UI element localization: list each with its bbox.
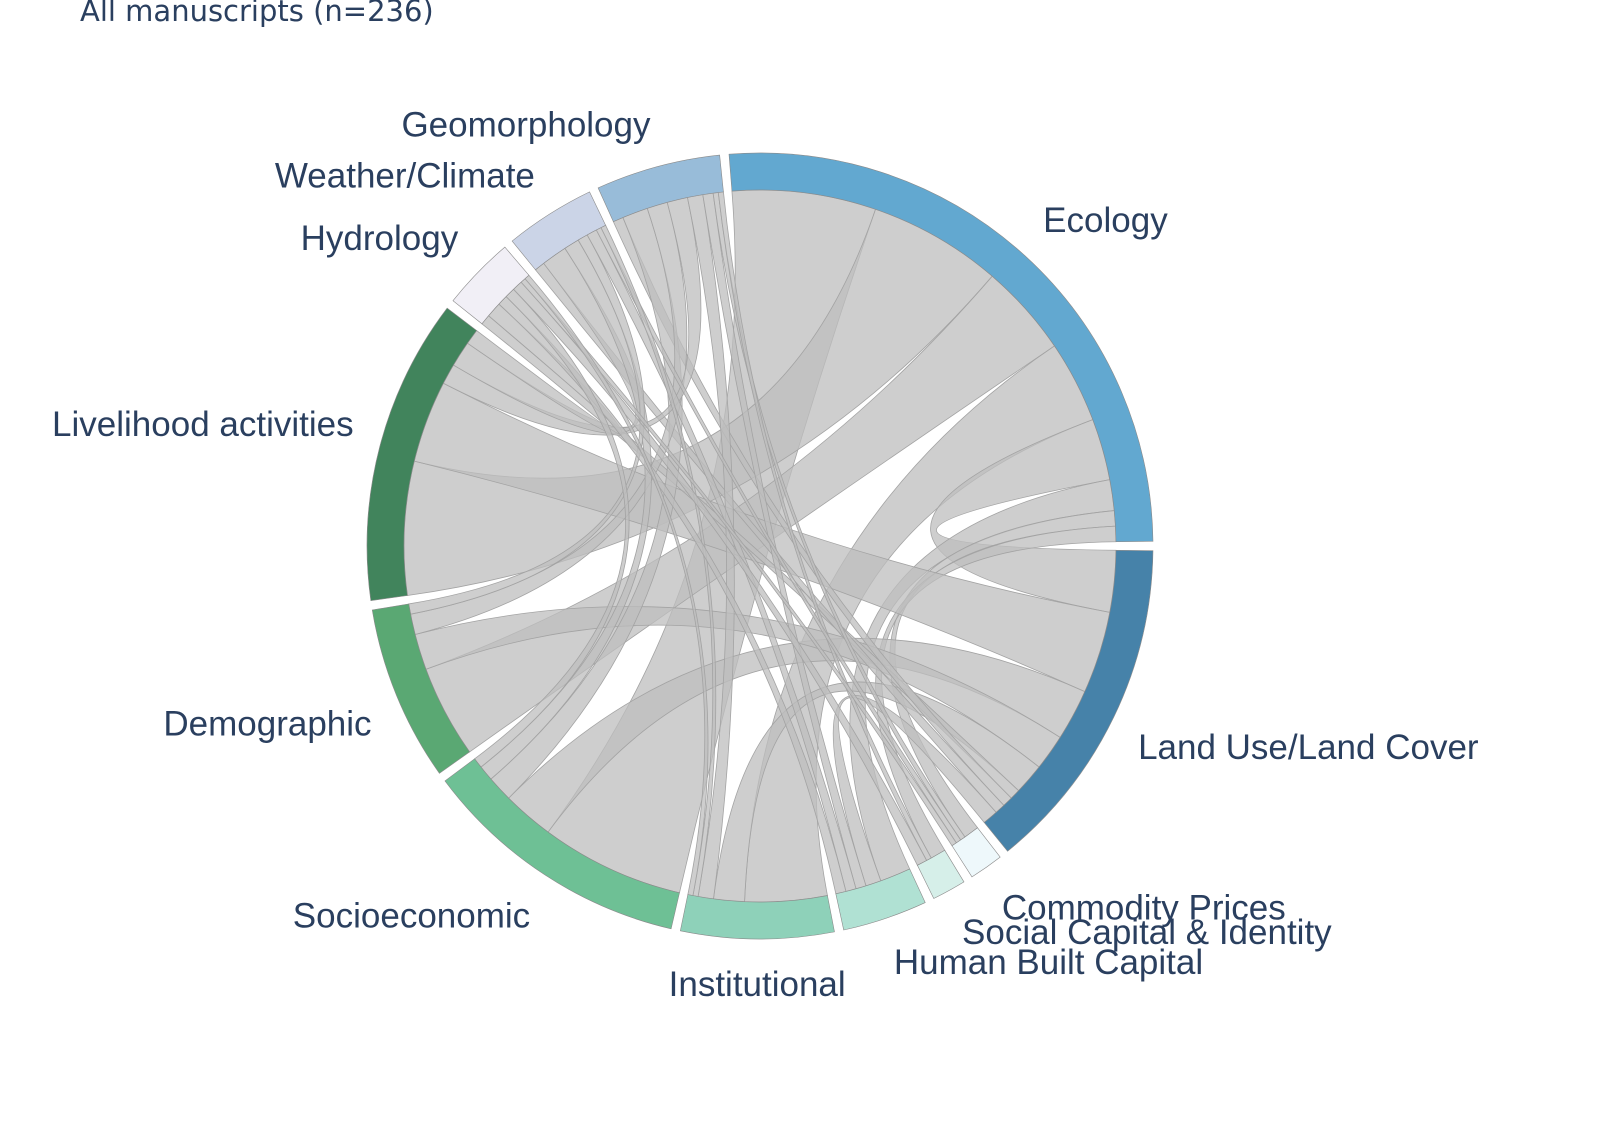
group-arc-livelihood-activities[interactable] — [366, 307, 478, 601]
group-arc-ecology[interactable] — [728, 152, 1154, 543]
group-label-hydrology: Hydrology — [301, 219, 459, 258]
group-label-institutional: Institutional — [669, 965, 846, 1004]
group-arc-social-capital-and-identity[interactable] — [917, 849, 965, 899]
group-label-weather-climate: Weather/Climate — [275, 156, 535, 195]
group-arc-socioeconomic[interactable] — [444, 758, 680, 930]
group-arc-geomorphology[interactable] — [597, 154, 724, 223]
group-arcs: Land Use/Land Cover Commodity PricesSocia… — [52, 106, 1479, 1004]
group-label-geomorphology: Geomorphology — [401, 106, 651, 145]
group-arc-land-use-land-cover[interactable] — [983, 549, 1154, 852]
group-label-socioeconomic: Socioeconomic — [293, 897, 530, 936]
group-label-land-use-land-cover: Land Use/Land Cover — [1138, 728, 1479, 767]
group-label-ecology: Ecology — [1043, 201, 1168, 240]
group-arc-institutional[interactable] — [679, 894, 835, 940]
group-label-demographic: Demographic — [163, 705, 371, 744]
group-arc-weather-climate[interactable] — [511, 191, 606, 271]
chart-title: All manuscripts (n=236) — [80, 0, 434, 28]
group-label-commodity-prices: Commodity Prices — [1002, 888, 1286, 927]
group-label-livelihood-activities: Livelihood activities — [52, 405, 354, 444]
group-arc-human-built-capital[interactable] — [835, 868, 926, 931]
group-arc-hydrology[interactable] — [452, 246, 530, 325]
group-arc-commodity-prices[interactable] — [951, 827, 1001, 878]
group-label-human-built-capital: Human Built Capital — [894, 943, 1203, 982]
ribbons — [403, 189, 1117, 903]
group-arc-demographic[interactable] — [371, 603, 471, 774]
group-label-social-capital-and-identity: Social Capital & Identity — [962, 913, 1332, 952]
